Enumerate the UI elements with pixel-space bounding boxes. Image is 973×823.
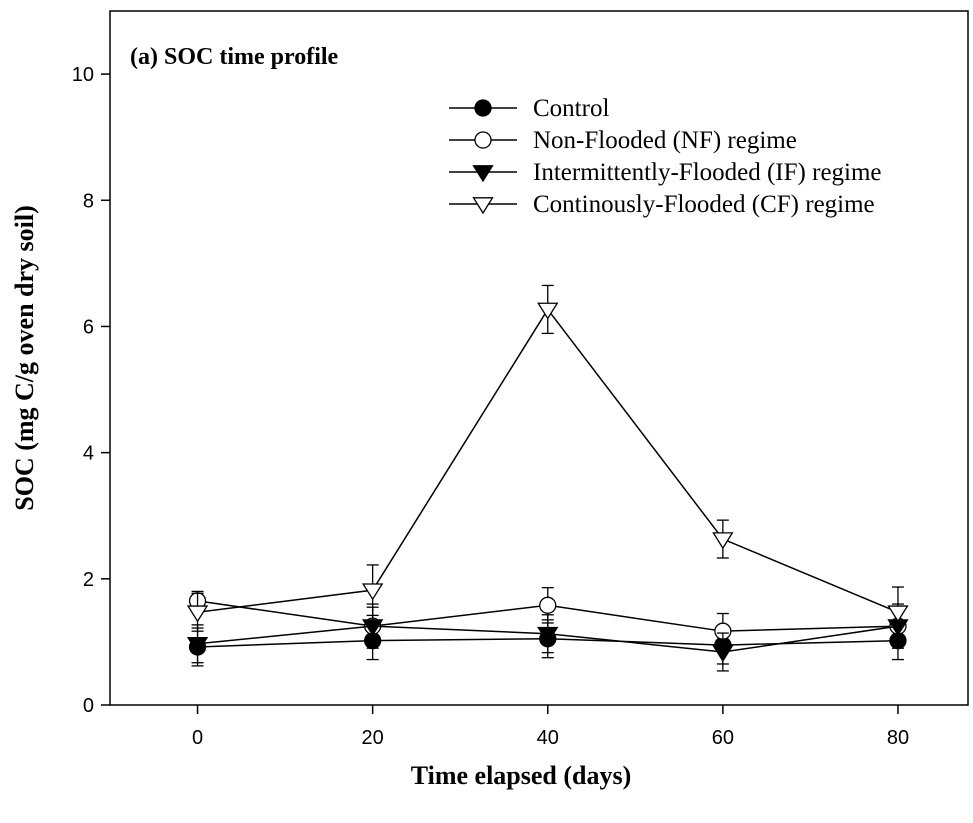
series-line xyxy=(197,308,899,614)
legend-label: Intermittently-Flooded (IF) regime xyxy=(533,159,882,186)
data-point xyxy=(539,596,557,614)
series-1 xyxy=(188,587,907,650)
x-axis-title: Time elapsed (days) xyxy=(411,761,632,790)
series xyxy=(186,284,909,672)
data-point xyxy=(361,619,384,637)
data-point xyxy=(186,636,209,655)
data-point xyxy=(186,605,209,623)
chart-title: (a) SOC time profile xyxy=(130,44,339,70)
legend-label: Control xyxy=(533,95,609,122)
legend-marker xyxy=(472,197,494,215)
y-tick-label: 4 xyxy=(83,443,94,465)
legend-entry-0: Control xyxy=(449,95,609,122)
legend-marker xyxy=(474,99,492,117)
y-tick-label: 6 xyxy=(83,316,94,338)
y-tick-label: 2 xyxy=(83,569,94,591)
x-tick-label: 80 xyxy=(887,727,909,749)
x-tick-label: 20 xyxy=(362,727,384,749)
data-point xyxy=(712,645,734,663)
legend-marker xyxy=(474,131,492,149)
x-tick-label: 40 xyxy=(537,727,559,749)
y-tick-label: 10 xyxy=(72,64,94,86)
legend-entry-1: Non-Flooded (NF) regime xyxy=(449,127,797,154)
data-point xyxy=(537,302,559,320)
series-3 xyxy=(186,284,909,639)
legend: Control Non-Flooded (NF) regime Intermitte… xyxy=(449,95,882,218)
x-tick-label: 60 xyxy=(712,727,734,749)
y-tick-label: 0 xyxy=(83,695,94,717)
legend-marker xyxy=(472,165,494,183)
axes xyxy=(109,10,969,706)
series-2 xyxy=(186,606,909,672)
data-point xyxy=(537,626,559,644)
data-point xyxy=(887,605,909,623)
y-axis-title: SOC (mg C/g oven dry soil) xyxy=(10,205,39,511)
ticks: 0 20 40 60 80 0 2 4 6 8 10 xyxy=(72,64,909,749)
y-tick-label: 8 xyxy=(83,190,94,212)
data-point xyxy=(712,532,734,550)
data-point xyxy=(361,583,384,601)
legend-entry-3: Continously-Flooded (CF) regime xyxy=(449,191,875,218)
legend-label: Non-Flooded (NF) regime xyxy=(533,127,797,154)
legend-entry-2: Intermittently-Flooded (IF) regime xyxy=(449,159,882,186)
legend-label: Continously-Flooded (CF) regime xyxy=(533,191,875,218)
plot-frame xyxy=(109,10,969,706)
x-tick-label: 0 xyxy=(192,727,203,749)
